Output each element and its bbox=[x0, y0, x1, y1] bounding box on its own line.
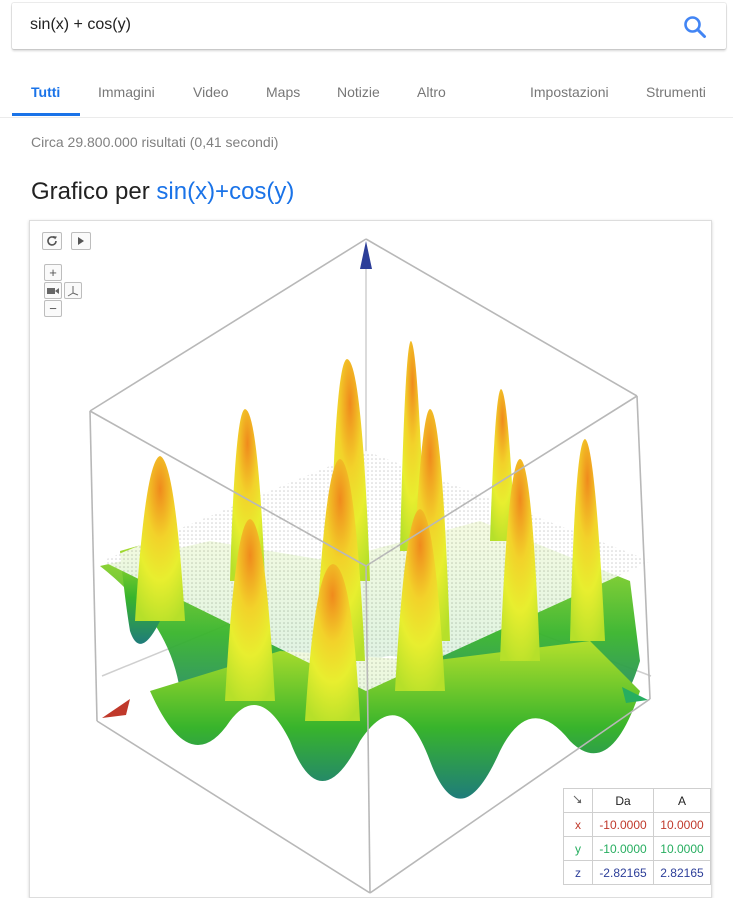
search-button[interactable] bbox=[682, 14, 708, 40]
camera-mode-button[interactable] bbox=[44, 282, 62, 299]
range-y-from[interactable]: -10.0000 bbox=[592, 836, 654, 861]
graph-3d-viewer[interactable]: + − Da A x -10.0000 10.00 bbox=[29, 220, 712, 898]
tab-more[interactable]: Altro bbox=[417, 84, 446, 100]
axes-move-icon bbox=[67, 285, 79, 296]
range-x-to[interactable]: 10.0000 bbox=[653, 812, 711, 837]
y-axis-arrow-icon bbox=[622, 687, 648, 703]
range-z-to[interactable]: 2.82165 bbox=[653, 860, 711, 885]
range-x-from[interactable]: -10.0000 bbox=[592, 812, 654, 837]
range-header-from: Da bbox=[592, 788, 654, 813]
axis-range-table: Da A x -10.0000 10.0000 y -10.0000 10.00… bbox=[563, 788, 711, 885]
search-tabs: Tutti Immagini Video Maps Notizie Altro … bbox=[0, 74, 733, 118]
bounding-box-front bbox=[89, 238, 651, 894]
tab-settings[interactable]: Impostazioni bbox=[530, 84, 609, 100]
refresh-icon bbox=[47, 236, 57, 246]
range-axis-y-label: y bbox=[563, 836, 593, 861]
tab-news[interactable]: Notizie bbox=[337, 84, 380, 100]
range-header-to: A bbox=[653, 788, 711, 813]
graph-function-link[interactable]: sin(x)+cos(y) bbox=[156, 178, 295, 205]
search-input[interactable] bbox=[30, 16, 630, 34]
z-axis-arrow-icon bbox=[360, 241, 372, 269]
reset-view-button[interactable] bbox=[42, 232, 62, 250]
search-icon bbox=[684, 16, 706, 38]
tab-maps[interactable]: Maps bbox=[266, 84, 301, 100]
tab-video[interactable]: Video bbox=[193, 84, 229, 100]
play-icon bbox=[78, 237, 84, 245]
graph-title-prefix: Grafico per bbox=[31, 178, 150, 205]
graph-title: Grafico per sin(x)+cos(y) bbox=[31, 178, 294, 206]
surface-plot[interactable] bbox=[30, 221, 711, 897]
search-box bbox=[12, 3, 726, 49]
range-z-from[interactable]: -2.82165 bbox=[592, 860, 654, 885]
tab-images[interactable]: Immagini bbox=[98, 84, 155, 100]
range-table-corner bbox=[563, 788, 593, 813]
result-stats: Circa 29.800.000 risultati (0,41 secondi… bbox=[31, 134, 279, 150]
range-axis-z-label: z bbox=[563, 860, 593, 885]
camera-icon bbox=[47, 287, 59, 294]
active-tab-indicator bbox=[12, 113, 80, 116]
tab-all[interactable]: Tutti bbox=[31, 84, 61, 100]
range-axis-x-label: x bbox=[563, 812, 593, 837]
play-animation-button[interactable] bbox=[71, 232, 91, 250]
surface-peaks bbox=[135, 341, 605, 721]
range-y-to[interactable]: 10.0000 bbox=[653, 836, 711, 861]
zoom-in-button[interactable]: + bbox=[44, 264, 62, 281]
x-axis-arrow-icon bbox=[102, 699, 130, 718]
pan-mode-button[interactable] bbox=[64, 282, 82, 299]
tab-tools[interactable]: Strumenti bbox=[646, 84, 706, 100]
zoom-out-button[interactable]: − bbox=[44, 300, 62, 317]
resize-arrow-icon bbox=[573, 795, 582, 803]
